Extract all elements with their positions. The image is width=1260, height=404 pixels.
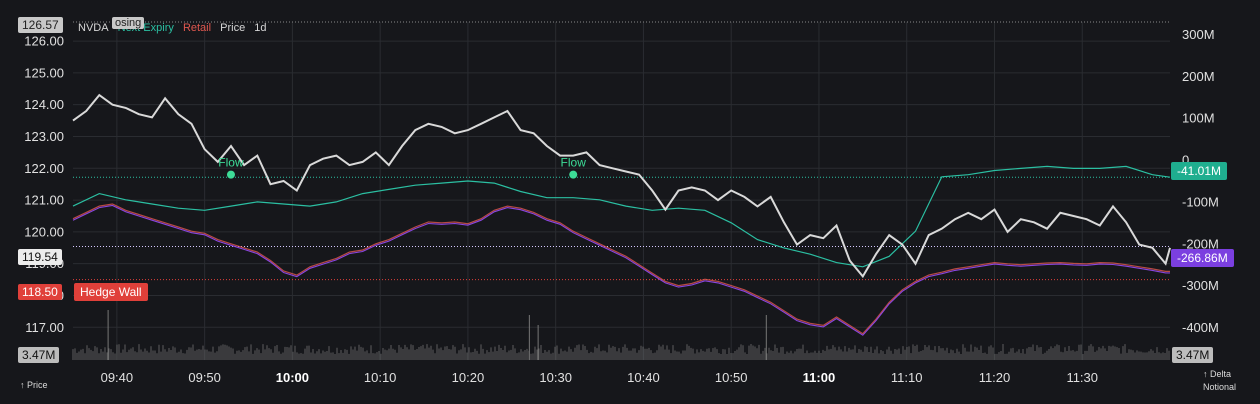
series-purple — [72, 204, 1170, 336]
volume-right-badge: 3.47M — [1172, 347, 1214, 363]
teal-value-badge: -41.01M — [1171, 162, 1228, 180]
series-price — [72, 93, 1171, 279]
notional-axis-corner-label-1: ↑ Delta — [1203, 369, 1232, 379]
flow-marker-label: Flow — [561, 156, 587, 170]
legend-symbol: NVDA — [78, 22, 109, 34]
x-tick-label: 10:20 — [452, 370, 485, 385]
series-retail — [72, 203, 1170, 335]
notional-axis-corner-label-2: Notional — [1203, 382, 1237, 392]
y-left-tick-label: 121.00 — [24, 193, 64, 208]
price-axis-corner-label: ↑ Price — [20, 380, 48, 390]
y-right-tick-label: -200M — [1182, 236, 1219, 251]
y-left-tick-label: 126.00 — [24, 34, 64, 49]
flow-marker-dot — [569, 170, 578, 179]
y-right-tick-label: -300M — [1182, 278, 1219, 293]
x-tick-label: 11:00 — [803, 370, 836, 385]
y-left-tick-label: 124.00 — [24, 97, 64, 112]
y-left-tick-label: 117.00 — [25, 320, 64, 335]
x-tick-label: 10:00 — [276, 370, 309, 385]
x-tick-label: 09:40 — [101, 370, 134, 385]
legend: NVDA Next Expiry Retail Price 1d — [78, 22, 273, 34]
current-price-badge: 119.54 — [18, 249, 62, 265]
top-price-badge: 126.57 — [18, 17, 63, 33]
y-left-tick-label: 125.00 — [24, 65, 64, 80]
y-right-tick-label: 200M — [1182, 69, 1215, 84]
x-tick-label: 11:20 — [979, 370, 1011, 385]
flow-marker-dot — [226, 170, 235, 179]
y-right-tick-label: -400M — [1182, 320, 1219, 335]
y-left-tick-label: 122.00 — [24, 161, 64, 176]
x-tick-label: 09:50 — [188, 370, 221, 385]
y-right-tick-label: -100M — [1182, 194, 1219, 209]
series-next-expiry — [72, 165, 1171, 268]
x-tick-label: 10:50 — [715, 370, 748, 385]
legend-timeframe[interactable]: 1d — [254, 22, 267, 34]
volume-left-badge: 3.47M — [18, 347, 60, 363]
y-left-tick-label: 120.00 — [24, 224, 64, 239]
legend-series-price[interactable]: Price — [220, 22, 246, 34]
y-right-tick-label: 0 — [1182, 153, 1189, 168]
purple-value-badge: -266.86M — [1171, 249, 1234, 267]
x-tick-label: 11:10 — [891, 370, 923, 385]
volume-bars — [72, 344, 1170, 360]
x-tick-label: 10:10 — [364, 370, 397, 385]
x-tick-label: 10:30 — [539, 370, 572, 385]
legend-series-retail[interactable]: Retail — [182, 22, 212, 34]
flow-marker-label: Flow — [218, 156, 244, 170]
hedge-wall-label: Hedge Wall — [74, 283, 148, 301]
x-tick-label: 10:40 — [627, 370, 660, 385]
x-tick-label: 11:30 — [1066, 370, 1098, 385]
y-right-tick-label: 300M — [1182, 27, 1215, 42]
hidden-label-badge: osing — [112, 17, 145, 29]
y-right-tick-label: 100M — [1182, 111, 1215, 126]
hedge-price-badge: 118.50 — [18, 284, 62, 300]
y-left-tick-label: 123.00 — [24, 129, 64, 144]
